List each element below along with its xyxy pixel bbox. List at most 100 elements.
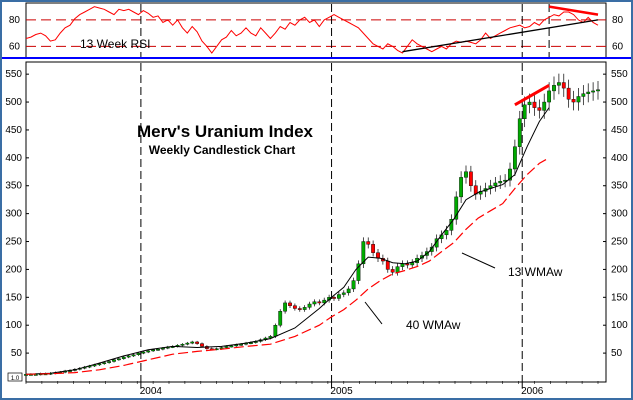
candle-body (307, 303, 312, 308)
candle-body (571, 99, 576, 103)
candle-body (429, 246, 434, 252)
candle-body (527, 101, 532, 106)
candle-body (498, 181, 503, 184)
candle-body (547, 90, 552, 103)
rsi-series-line (25, 6, 599, 54)
candle-body (126, 355, 131, 358)
wma13-annotation-leader (461, 252, 496, 269)
rsi-trendlines (402, 5, 599, 53)
candle-body (385, 260, 390, 270)
candle-body (185, 342, 190, 345)
candle-body (190, 341, 195, 344)
price-left-tick-200: 200 (5, 264, 22, 275)
candle-body (371, 244, 376, 253)
rsi-reference-lines (26, 19, 606, 47)
candles (24, 73, 600, 376)
rsi-left-tick-80: 80 (9, 15, 21, 26)
candle-body (200, 343, 204, 347)
candle-body (224, 346, 229, 348)
candle-body (596, 89, 600, 92)
candle-body (586, 91, 591, 94)
candle-body (532, 101, 537, 108)
candle-body (112, 359, 116, 362)
price-left-tick-100: 100 (5, 320, 22, 331)
candle-body (522, 104, 527, 119)
candle-body (141, 351, 146, 354)
candle-body (102, 362, 107, 364)
price-left-tick-350: 350 (5, 181, 22, 192)
candle-body (346, 288, 351, 294)
rsi-right-tick-60: 60 (612, 41, 624, 52)
price-trendlines (514, 84, 550, 107)
wma40-line (25, 157, 550, 375)
candle-body (136, 352, 141, 355)
candle-body (356, 263, 361, 281)
candle-body (351, 280, 356, 290)
price-left-tick-150: 150 (5, 292, 22, 303)
candle-body (434, 238, 439, 248)
rsi-panel: 60 60 80 80 13 Week RSI (9, 2, 624, 59)
candle-body (146, 350, 151, 353)
rsi-trendline-red (548, 5, 599, 16)
x-axis-labels: 2004 2005 2006 (25, 381, 599, 397)
price-left-tick-250: 250 (5, 237, 22, 248)
candle-body (512, 146, 517, 170)
x-label-2004: 2004 (140, 386, 163, 397)
candle-body (459, 177, 464, 198)
candle-body (566, 87, 571, 100)
candle-body (322, 299, 327, 304)
candle-body (278, 311, 283, 326)
candle-body (312, 301, 317, 305)
candle-body (454, 196, 459, 220)
candle-body (444, 230, 449, 236)
candle-body (288, 302, 292, 306)
price-right-tick-100: 100 (611, 320, 628, 331)
candle-body (405, 263, 410, 266)
candle-body (317, 301, 322, 304)
rsi-label: 13 Week RSI (80, 37, 150, 51)
candle-body (591, 90, 596, 93)
candle-body (180, 343, 185, 346)
wma40-annotation-leader (364, 301, 383, 325)
candle-body (97, 363, 102, 366)
price-panel: 50 50 100 100 150 150 200 200 250 250 300 300 350 350… (5, 61, 628, 383)
candle-body (292, 305, 297, 309)
chart-title: Merv's Uranium Index (137, 122, 314, 141)
price-right-tick-500: 500 (611, 97, 628, 108)
price-right-tick-300: 300 (611, 209, 628, 220)
candle-body (537, 107, 542, 111)
price-right-tick-350: 350 (611, 181, 628, 192)
price-right-tick-450: 450 (611, 125, 628, 136)
candle-body (302, 307, 307, 310)
rsi-year-dividers (140, 4, 550, 57)
candle-body (107, 361, 112, 363)
price-right-tick-150: 150 (611, 292, 628, 303)
candle-body (410, 262, 415, 266)
corner-label: 1.0 (11, 376, 20, 382)
candle-body (556, 82, 561, 86)
candle-body (581, 93, 586, 97)
candle-body (341, 292, 346, 295)
candle-body (493, 182, 498, 186)
candle-body (273, 325, 278, 337)
price-right-tick-200: 200 (611, 264, 628, 275)
wma13-line (25, 107, 550, 375)
price-right-tick-550: 550 (611, 69, 628, 80)
x-label-2005: 2005 (330, 386, 353, 397)
candle-body (400, 263, 405, 267)
wma13-annotation: 13 WMAw (508, 265, 563, 279)
rsi-ticks: 60 60 80 80 (9, 15, 624, 53)
candle-body (390, 269, 395, 273)
price-left-tick-550: 550 (5, 69, 22, 80)
candle-body (24, 374, 28, 376)
price-left-tick-50: 50 (11, 348, 23, 359)
candle-body (508, 168, 512, 181)
wma40-annotation: 40 WMAw (406, 318, 461, 332)
candle-body (517, 118, 522, 147)
candle-body (121, 356, 126, 359)
price-right-tick-250: 250 (611, 237, 628, 248)
candle-body (552, 85, 556, 92)
price-y-ticks: 50 50 100 100 150 150 200 200 250 250 300 300 350 350… (5, 69, 628, 359)
